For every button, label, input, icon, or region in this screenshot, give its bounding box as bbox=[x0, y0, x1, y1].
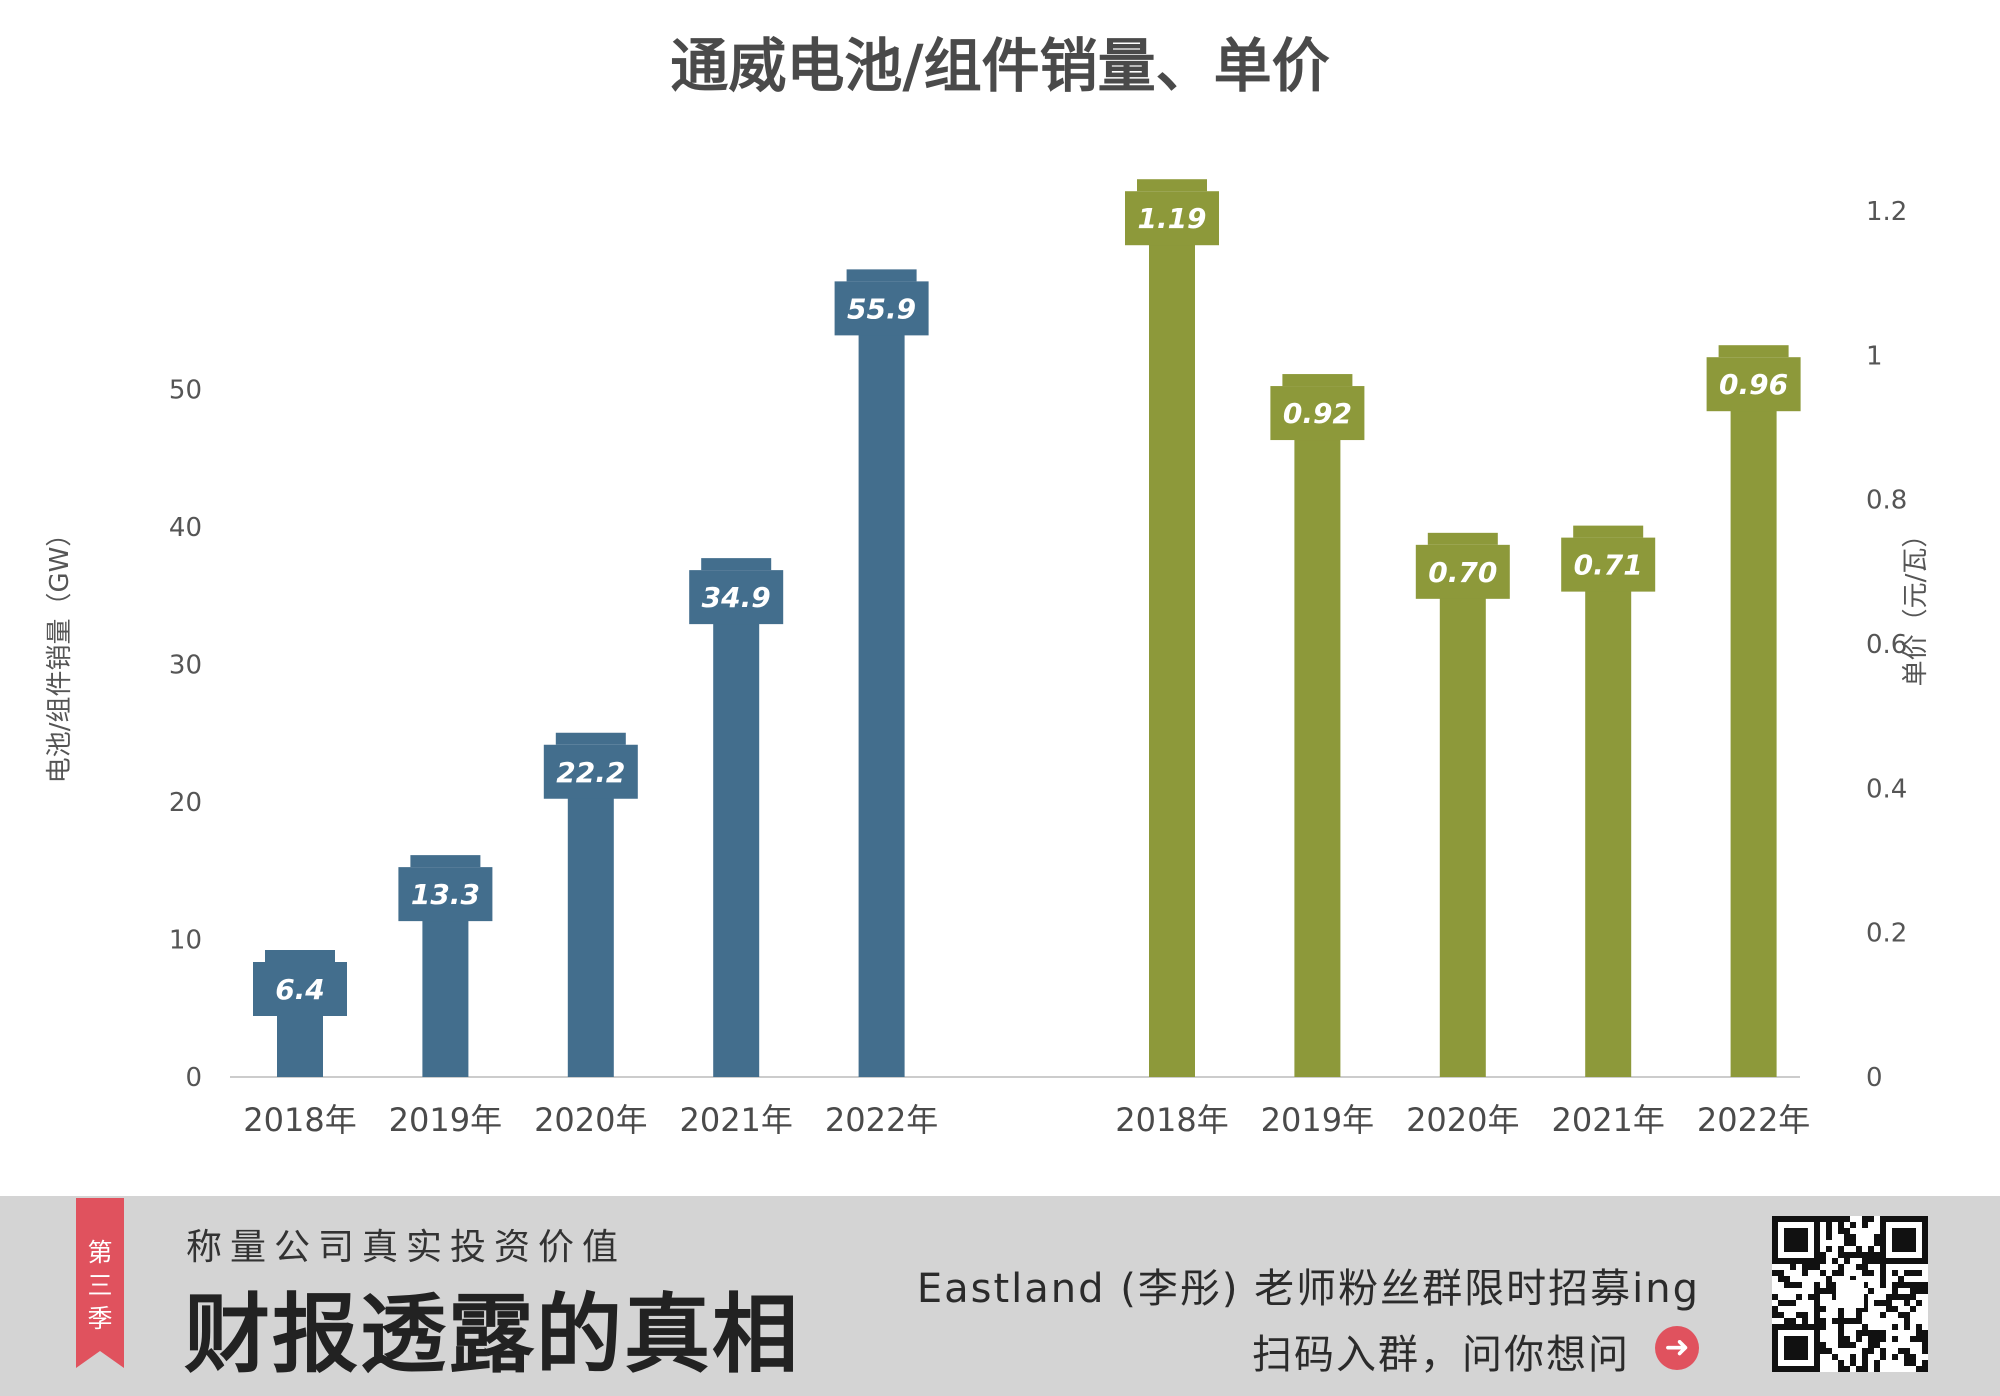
data-label-box-notch bbox=[1427, 532, 1498, 545]
x-tick-label: 2021年 bbox=[679, 1101, 792, 1139]
data-label-box-notch bbox=[1282, 374, 1353, 387]
bar bbox=[1730, 384, 1777, 1077]
data-label-box bbox=[689, 570, 784, 625]
y-tick-label: 0.2 bbox=[1866, 919, 1907, 949]
bar bbox=[1149, 218, 1195, 1077]
y-tick-label: 0 bbox=[185, 1063, 202, 1093]
x-tick-label: 2022年 bbox=[1697, 1101, 1810, 1139]
bar bbox=[1294, 413, 1341, 1078]
data-label-box-notch bbox=[701, 558, 772, 571]
y-tick-label: 10 bbox=[169, 926, 202, 956]
y-axis-title: 电池/组件销量（GW） bbox=[45, 521, 75, 784]
data-label: 34.9 bbox=[702, 581, 771, 614]
data-label: 6.4 bbox=[275, 973, 325, 1006]
y-tick-label: 40 bbox=[169, 513, 202, 543]
ribbon-char: 三 bbox=[87, 1271, 113, 1300]
bar bbox=[1585, 564, 1632, 1077]
data-label-box-notch bbox=[555, 732, 626, 745]
data-label-box bbox=[834, 281, 929, 336]
y-tick-label: 0.8 bbox=[1866, 486, 1907, 516]
ribbon-char: 季 bbox=[87, 1304, 113, 1333]
data-label-box bbox=[1415, 544, 1510, 599]
arrow-right-icon[interactable]: ➜ bbox=[1655, 1326, 1699, 1370]
chart-marks: 01020304050电池/组件销量（GW）6.42018年13.32019年2… bbox=[45, 179, 1931, 1139]
y-axis-title: 单价（元/瓦） bbox=[1901, 522, 1931, 687]
data-label-box bbox=[1706, 357, 1801, 412]
data-label: 0.92 bbox=[1283, 397, 1352, 430]
bar bbox=[1439, 571, 1486, 1077]
data-label-box bbox=[1561, 537, 1656, 592]
chart-title: 通威电池/组件销量、单价 bbox=[670, 32, 1329, 100]
sales-price-chart: 通威电池/组件销量、单价 01020304050电池/组件销量（GW）6.420… bbox=[45, 32, 1931, 1139]
y-tick-label: 20 bbox=[169, 788, 202, 818]
x-tick-label: 2018年 bbox=[243, 1101, 356, 1139]
bar bbox=[858, 308, 905, 1077]
x-tick-label: 2019年 bbox=[389, 1101, 502, 1139]
bar bbox=[713, 597, 760, 1077]
x-tick-label: 2018年 bbox=[1115, 1101, 1228, 1139]
data-label-box-notch bbox=[1137, 179, 1207, 192]
data-label: 22.2 bbox=[556, 756, 625, 789]
season-ribbon bbox=[76, 1198, 124, 1368]
y-tick-label: 50 bbox=[169, 376, 202, 406]
y-tick-label: 1.2 bbox=[1866, 197, 1907, 227]
data-label-box bbox=[1125, 191, 1219, 246]
y-tick-label: 30 bbox=[169, 651, 202, 681]
y-tick-label: 0 bbox=[1866, 1063, 1883, 1093]
data-label-box-notch bbox=[1718, 345, 1789, 358]
season-ribbon-text: 第 三 季 bbox=[76, 1236, 124, 1335]
data-label: 13.3 bbox=[411, 878, 480, 911]
bar bbox=[422, 894, 469, 1077]
data-label-box-notch bbox=[265, 950, 335, 962]
data-label-box bbox=[253, 962, 347, 1016]
x-tick-label: 2022年 bbox=[825, 1101, 938, 1139]
slogan: 称量公司真实投资价值 bbox=[186, 1227, 627, 1268]
x-tick-label: 2020年 bbox=[1406, 1101, 1519, 1139]
scan-text: 扫码入群，问你想问 bbox=[1252, 1332, 1630, 1378]
data-label-box-notch bbox=[846, 269, 917, 282]
promo-text: Eastland (李彤) 老师粉丝群限时招募ing bbox=[916, 1266, 1700, 1312]
x-tick-label: 2020年 bbox=[534, 1101, 647, 1139]
brand-title: 财报透露的真相 bbox=[184, 1284, 800, 1385]
data-label-box bbox=[1270, 386, 1365, 441]
x-tick-label: 2021年 bbox=[1551, 1101, 1664, 1139]
y-tick-label: 0.4 bbox=[1866, 774, 1907, 804]
data-label: 0.96 bbox=[1719, 368, 1788, 401]
ribbon-char: 第 bbox=[87, 1238, 113, 1267]
data-label: 1.19 bbox=[1137, 202, 1206, 235]
bar bbox=[567, 771, 614, 1077]
data-label-box bbox=[398, 867, 493, 922]
data-label: 0.71 bbox=[1574, 549, 1643, 582]
data-label: 55.9 bbox=[847, 292, 916, 325]
qr-code-icon[interactable] bbox=[1772, 1216, 1928, 1372]
data-label: 0.70 bbox=[1428, 556, 1497, 589]
data-label-box-notch bbox=[410, 855, 481, 868]
x-tick-label: 2019年 bbox=[1261, 1101, 1374, 1139]
y-tick-label: 1 bbox=[1866, 341, 1883, 371]
data-label-box bbox=[543, 744, 638, 799]
y-tick-label: 0.6 bbox=[1866, 630, 1907, 660]
data-label-box-notch bbox=[1573, 525, 1644, 538]
